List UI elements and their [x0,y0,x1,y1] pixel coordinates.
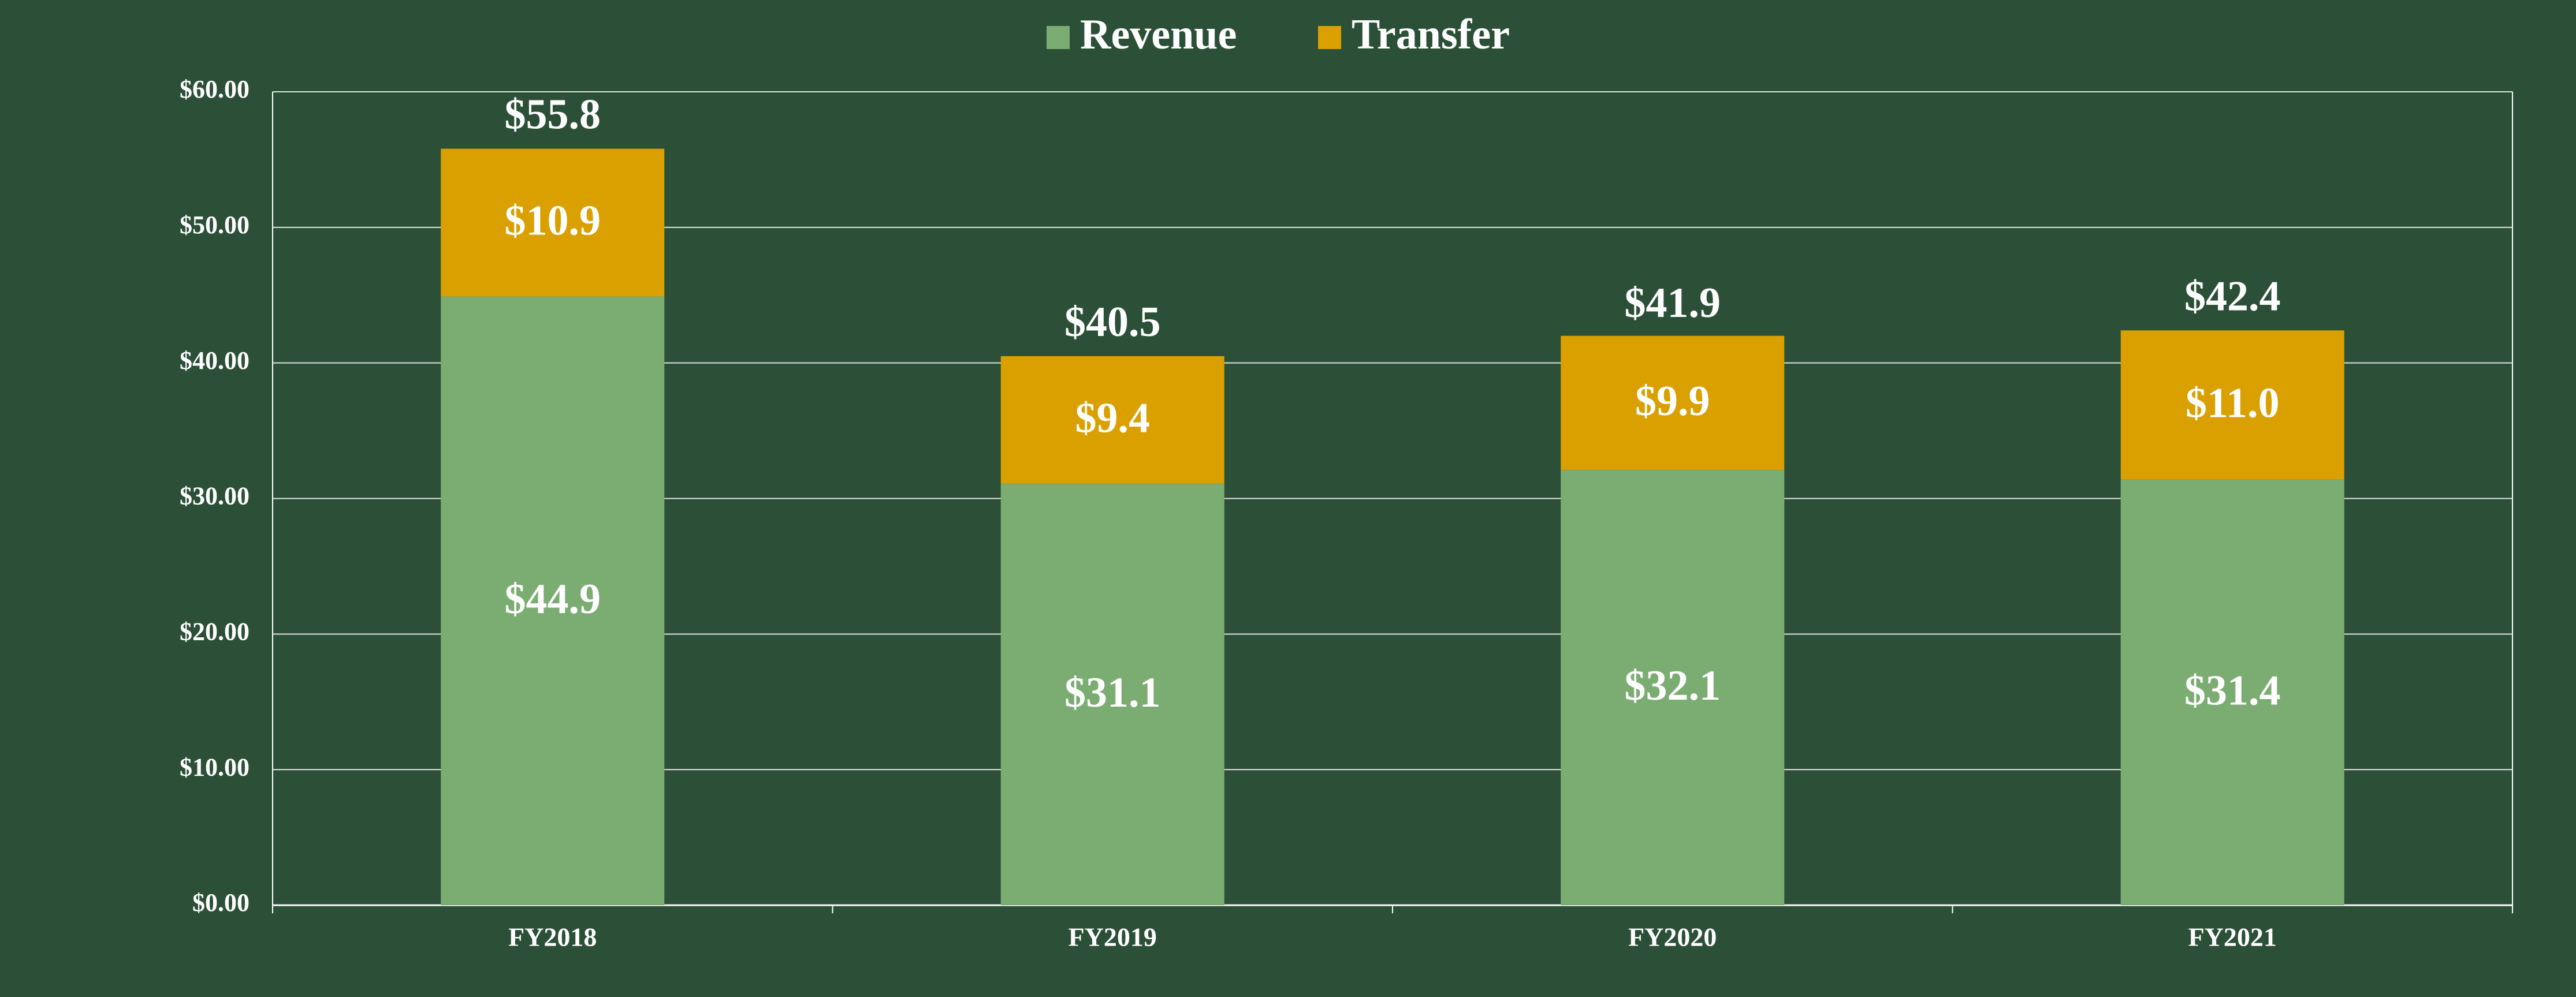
bar-segment [1561,335,1785,471]
bar-segment [2120,479,2344,905]
bar-segment [441,148,665,297]
x-tick-label: FY2021 [2188,923,2277,952]
legend-swatch [1318,26,1341,49]
data-label: $32.1 [1625,662,1721,710]
legend-label: Revenue [1080,11,1237,58]
data-label: $31.1 [1064,669,1161,716]
y-tick-label: $0.00 [192,888,250,917]
total-label: $55.8 [505,91,601,139]
data-label: $31.4 [2184,667,2281,714]
bar-segment [1000,356,1224,484]
y-tick-label: $60.00 [180,75,250,103]
bar-segment [1561,470,1785,905]
data-label: $9.4 [1075,394,1151,442]
bar-segment [1000,483,1224,905]
x-tick-label: FY2019 [1069,923,1157,952]
x-tick-label: FY2020 [1628,923,1717,952]
data-label: $11.0 [2186,379,2279,427]
total-label: $42.4 [2184,272,2281,320]
bar-segment [2120,330,2344,480]
bar-segment [441,296,665,905]
legend-label: Transfer [1352,11,1510,58]
x-tick-label: FY2018 [508,923,597,952]
data-label: $10.9 [505,197,601,245]
y-tick-label: $30.00 [180,482,250,510]
y-tick-label: $20.00 [180,617,250,645]
total-label: $41.9 [1625,279,1721,327]
data-label: $44.9 [505,576,601,623]
data-label: $9.9 [1635,378,1710,425]
legend-swatch [1047,26,1070,49]
y-tick-label: $40.00 [180,346,250,375]
y-tick-label: $50.00 [180,211,250,239]
total-label: $40.5 [1064,298,1161,346]
y-tick-label: $10.00 [180,753,250,781]
